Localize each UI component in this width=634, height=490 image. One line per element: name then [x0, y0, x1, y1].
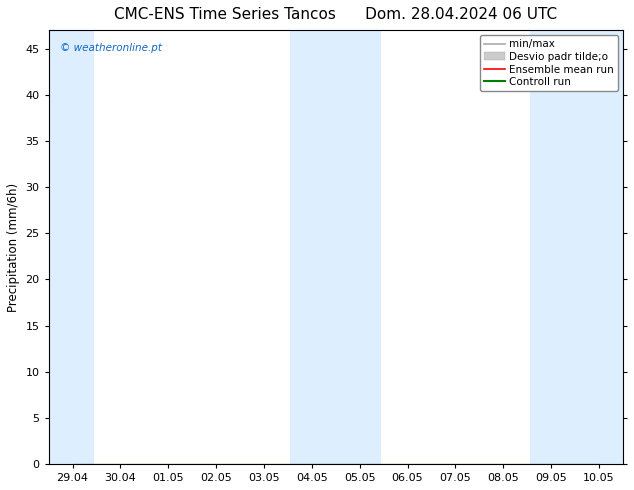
- Bar: [290, 30, 381, 464]
- Title: CMC-ENS Time Series Tancos      Dom. 28.04.2024 06 UTC: CMC-ENS Time Series Tancos Dom. 28.04.20…: [114, 7, 557, 22]
- Y-axis label: Precipitation (mm/6h): Precipitation (mm/6h): [7, 182, 20, 312]
- Legend: min/max, Desvio padr tilde;o, Ensemble mean run, Controll run: min/max, Desvio padr tilde;o, Ensemble m…: [479, 35, 618, 92]
- Text: © weatheronline.pt: © weatheronline.pt: [60, 43, 162, 53]
- Bar: [49, 30, 94, 464]
- Bar: [529, 30, 623, 464]
